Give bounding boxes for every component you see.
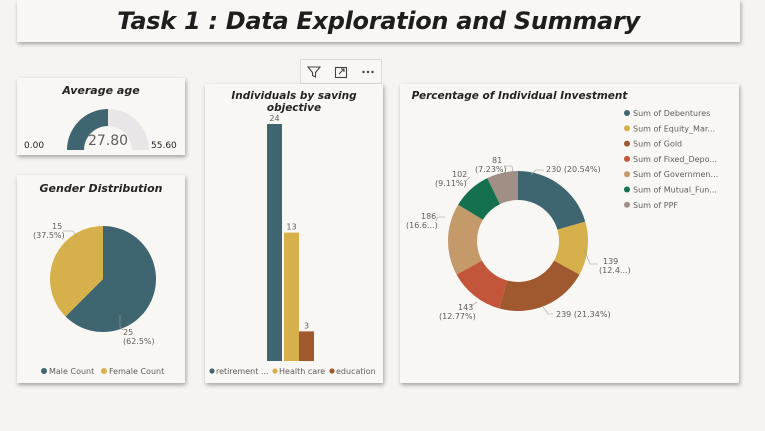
legend-dot-0 [624, 110, 630, 116]
fixed-pct-label: (12.77%) [439, 312, 476, 321]
gold-label: 239 (21.34%) [556, 310, 611, 319]
legend-label-1[interactable]: Sum of Equity_Mar... [633, 124, 715, 133]
average-age-title: Average age [62, 84, 140, 97]
investment-title: Percentage of Individual Investment [411, 90, 628, 102]
gender-title: Gender Distribution [39, 182, 163, 195]
legend-label-0[interactable]: Sum of Debentures [633, 109, 710, 118]
female-value-label: 15 [52, 222, 62, 231]
legend-dot-1 [624, 125, 630, 132]
legend-female-label[interactable]: Female Count [109, 367, 164, 376]
mutual-value-label: 102 [452, 170, 467, 179]
focus-mode-icon[interactable] [332, 63, 350, 81]
legend-health-dot [272, 368, 278, 374]
equity-pct-label: (12.4...) [599, 266, 631, 275]
page-title: Task 1 : Data Exploration and Summary [117, 7, 640, 35]
legend-dot-6 [624, 201, 630, 208]
fixed-value-label: 143 [458, 303, 473, 312]
investment-legend: Sum of Debentures Sum of Equity_Mar... Sum… [624, 109, 718, 210]
male-leader-line [119, 315, 124, 331]
gender-distribution-card[interactable]: Gender Distribution 15 (37.5%) 25 (62.5%… [17, 175, 185, 383]
average-age-card[interactable]: Average age 27.80 0.00 55.60 [17, 78, 185, 155]
legend-label-2[interactable]: Sum of Gold [633, 140, 682, 149]
female-leader-line [63, 230, 78, 238]
saving-title: Individuals by saving objective [231, 90, 357, 114]
donut-slice-ppf[interactable] [487, 171, 518, 205]
government-pct-label: (16.6...) [406, 221, 438, 230]
gender-pie-svg: 15 (37.5%) 25 (62.5%) Male Count Female … [33, 222, 164, 376]
fixed-leader [469, 301, 478, 308]
donut-slice-debentures[interactable] [518, 171, 586, 230]
debentures-leader [530, 169, 544, 176]
pie-slice-male[interactable] [65, 226, 157, 332]
legend-female-dot [101, 368, 107, 374]
gauge-svg: 27.80 0.00 55.60 [24, 109, 177, 151]
legend-education-label[interactable]: education [336, 367, 376, 376]
donut-slice-gold[interactable] [499, 260, 580, 311]
saving-objective-card[interactable]: Individuals by saving objective 24 13 3 … [205, 84, 383, 383]
legend-dot-4 [624, 171, 630, 178]
legend-label-5[interactable]: Sum of Mutual_Fun... [633, 186, 717, 195]
donut-slice-government[interactable] [448, 204, 483, 275]
donut-slice-equity[interactable] [553, 221, 588, 275]
filter-icon[interactable] [305, 63, 323, 81]
legend-retirement-label[interactable]: retirement ... [216, 367, 269, 376]
legend-dot-3 [624, 155, 630, 162]
saving-bar-svg: 24 13 3 retirement ... Health care educa… [209, 114, 376, 376]
gauge-max: 55.60 [151, 141, 177, 151]
bar-education-label: 3 [304, 321, 309, 330]
legend-label-4[interactable]: Sum of Governmen... [633, 170, 718, 179]
legend-label-6[interactable]: Sum of PPF [633, 201, 678, 210]
legend-dot-2 [624, 140, 630, 147]
donut-slice-fixed[interactable] [456, 260, 508, 309]
bar-retirement-label: 24 [269, 114, 279, 123]
government-leader [435, 216, 445, 222]
bar-health-care[interactable] [284, 232, 299, 361]
legend-education-dot [329, 368, 335, 374]
investment-card[interactable]: Percentage of Individual Investment 230 … [400, 84, 739, 383]
bar-retirement[interactable] [267, 124, 282, 361]
debentures-label: 230 (20.54%) [546, 165, 601, 174]
gauge-value: 27.80 [88, 133, 128, 149]
mutual-pct-label: (9.11%) [435, 179, 467, 188]
more-options-icon[interactable] [359, 63, 377, 81]
bar-education[interactable] [299, 331, 314, 361]
legend-health-label[interactable]: Health care [279, 367, 325, 376]
donut-slice-mutual[interactable] [458, 178, 501, 220]
ppf-value-label: 81 [492, 156, 502, 165]
equity-value-label: 139 [603, 257, 618, 266]
visual-toolbar [300, 59, 382, 84]
male-pct-label: (62.5%) [123, 337, 155, 346]
ppf-pct-label: (7.23%) [475, 165, 507, 174]
male-value-label: 25 [123, 328, 133, 337]
bar-health-care-label: 13 [286, 223, 296, 232]
gauge-min: 0.00 [24, 141, 44, 151]
gold-leader [542, 306, 553, 315]
pie-slice-female[interactable] [50, 226, 103, 317]
mutual-leader [464, 176, 471, 183]
legend-dot-5 [624, 186, 630, 193]
legend-retirement-dot [209, 368, 215, 374]
investment-donut-svg: 230 (20.54%) 139 (12.4...) 239 (21.34%) … [406, 109, 718, 321]
equity-leader [583, 248, 598, 265]
government-value-label: 186 [421, 212, 436, 221]
legend-male-dot [41, 368, 47, 374]
gauge-fill [67, 109, 108, 150]
legend-male-label[interactable]: Male Count [49, 367, 94, 376]
page-title-card: Task 1 : Data Exploration and Summary [17, 0, 740, 42]
ppf-leader [504, 165, 514, 175]
female-pct-label: (37.5%) [33, 231, 65, 240]
legend-label-3[interactable]: Sum of Fixed_Depo... [633, 155, 717, 164]
